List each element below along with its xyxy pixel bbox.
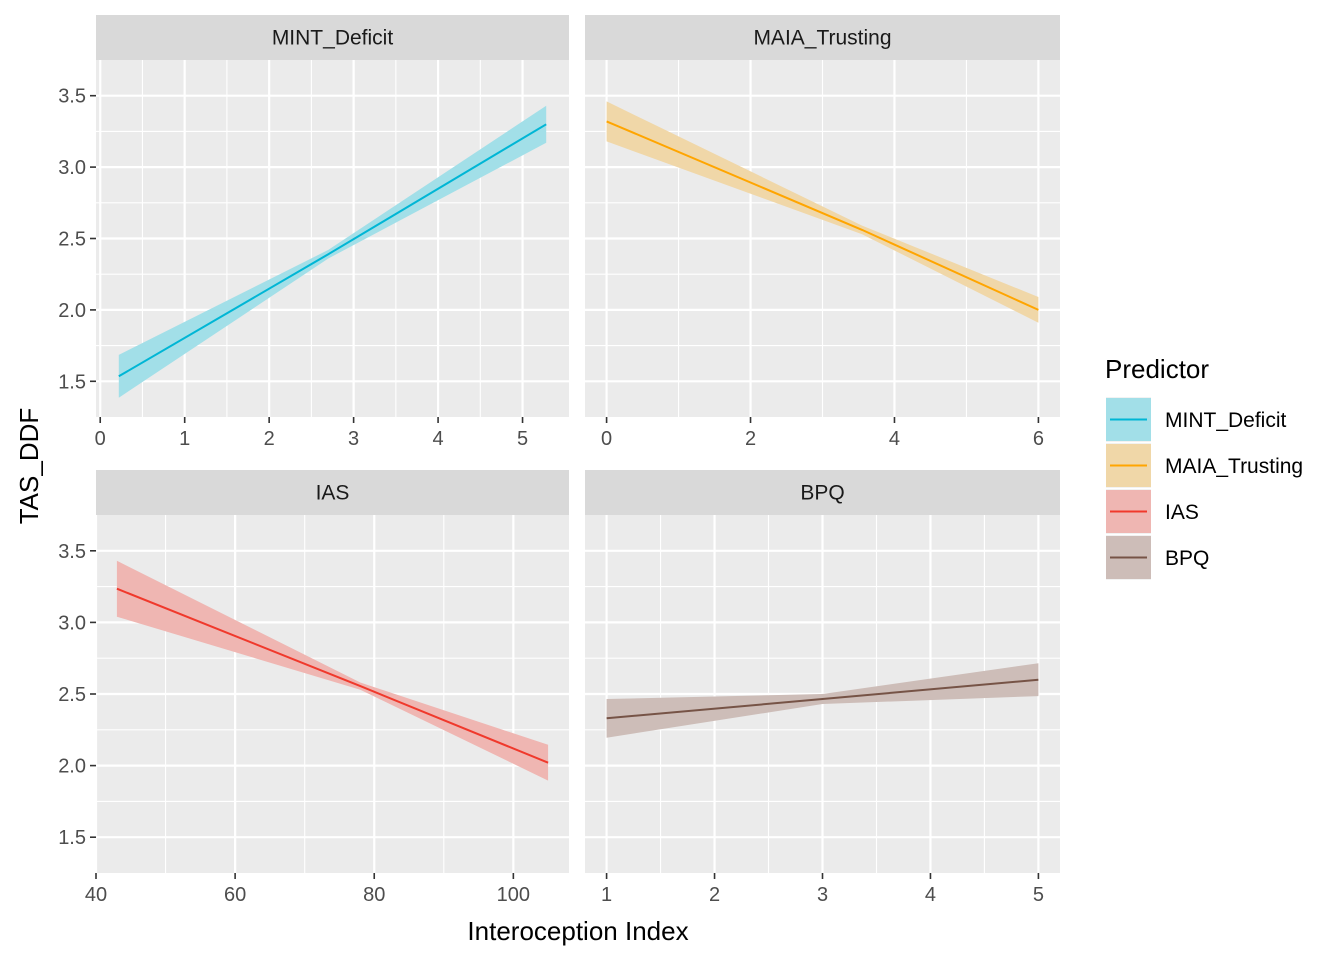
strip-background [96,470,569,515]
legend-label: MAIA_Trusting [1165,455,1303,478]
panel-1: MINT_Deficit 1.5 2.0 2.5 3.0 3.5 0 1 2 3 4 5 [58,15,569,450]
legend: Predictor MINT_Deficit MAIA_Trusting IAS BPQ [1105,354,1303,580]
y-tick-label: 3.5 [58,86,86,108]
strip-label: MINT_Deficit [272,27,394,50]
panel-3: IAS 1.5 2.0 2.5 3.0 3.5 40 60 80 100 [58,470,569,906]
x-tick-label: 2 [745,428,756,450]
y-tick-label: 2.5 [58,229,86,251]
strip-label: IAS [316,482,350,505]
y-tick-label: 2.0 [58,300,86,322]
legend-item: BPQ [1106,535,1209,580]
x-tick-label: 0 [601,428,612,450]
x-tick-label: 4 [889,428,900,450]
legend-item: MINT_Deficit [1106,397,1287,442]
x-tick-label: 2 [264,428,275,450]
fitted-line [118,123,547,378]
x-tick-label: 1 [179,428,190,450]
legend-label: IAS [1165,501,1199,524]
y-tick-label: 1.5 [58,827,86,849]
x-tick-label: 2 [709,884,720,906]
panel-2: MAIA_Trusting 0 2 4 6 [585,15,1060,450]
x-tick-label: 40 [85,884,107,906]
strip-label: MAIA_Trusting [753,27,891,50]
x-tick-label: 4 [433,428,444,450]
y-tick-label: 3.0 [58,612,86,634]
y-tick-label: 3.5 [58,541,86,563]
confidence-ribbon [116,560,549,781]
fitted-line [606,120,1039,311]
x-tick-label: 80 [363,884,385,906]
x-tick-label: 4 [925,884,936,906]
legend-title: Predictor [1105,354,1209,384]
y-tick-label: 3.0 [58,157,86,179]
strip-label: BPQ [800,482,844,505]
x-tick-label: 3 [817,884,828,906]
y-tick-label: 2.0 [58,756,86,778]
fitted-line [116,587,549,764]
x-axis-title: Interoception Index [467,916,688,946]
confidence-ribbon [606,663,1039,738]
x-tick-label: 1 [601,884,612,906]
fitted-line [606,678,1039,720]
strip-background [585,470,1060,515]
x-tick-label: 100 [497,884,530,906]
panel-4: BPQ 1 2 3 4 5 [585,470,1060,906]
legend-label: BPQ [1165,547,1209,570]
x-tick-label: 6 [1033,428,1044,450]
y-tick-label: 1.5 [58,371,86,393]
x-tick-label: 3 [348,428,359,450]
legend-label: MINT_Deficit [1165,409,1287,432]
legend-item: IAS [1106,489,1199,534]
strip-background [585,15,1060,60]
y-tick-label: 2.5 [58,684,86,706]
x-tick-label: 5 [517,428,528,450]
y-axis-title: TAS_DDF [14,408,44,525]
legend-item: MAIA_Trusting [1106,443,1303,488]
strip-background [96,15,569,60]
x-tick-label: 0 [95,428,106,450]
x-tick-label: 5 [1033,884,1044,906]
x-tick-label: 60 [224,884,246,906]
